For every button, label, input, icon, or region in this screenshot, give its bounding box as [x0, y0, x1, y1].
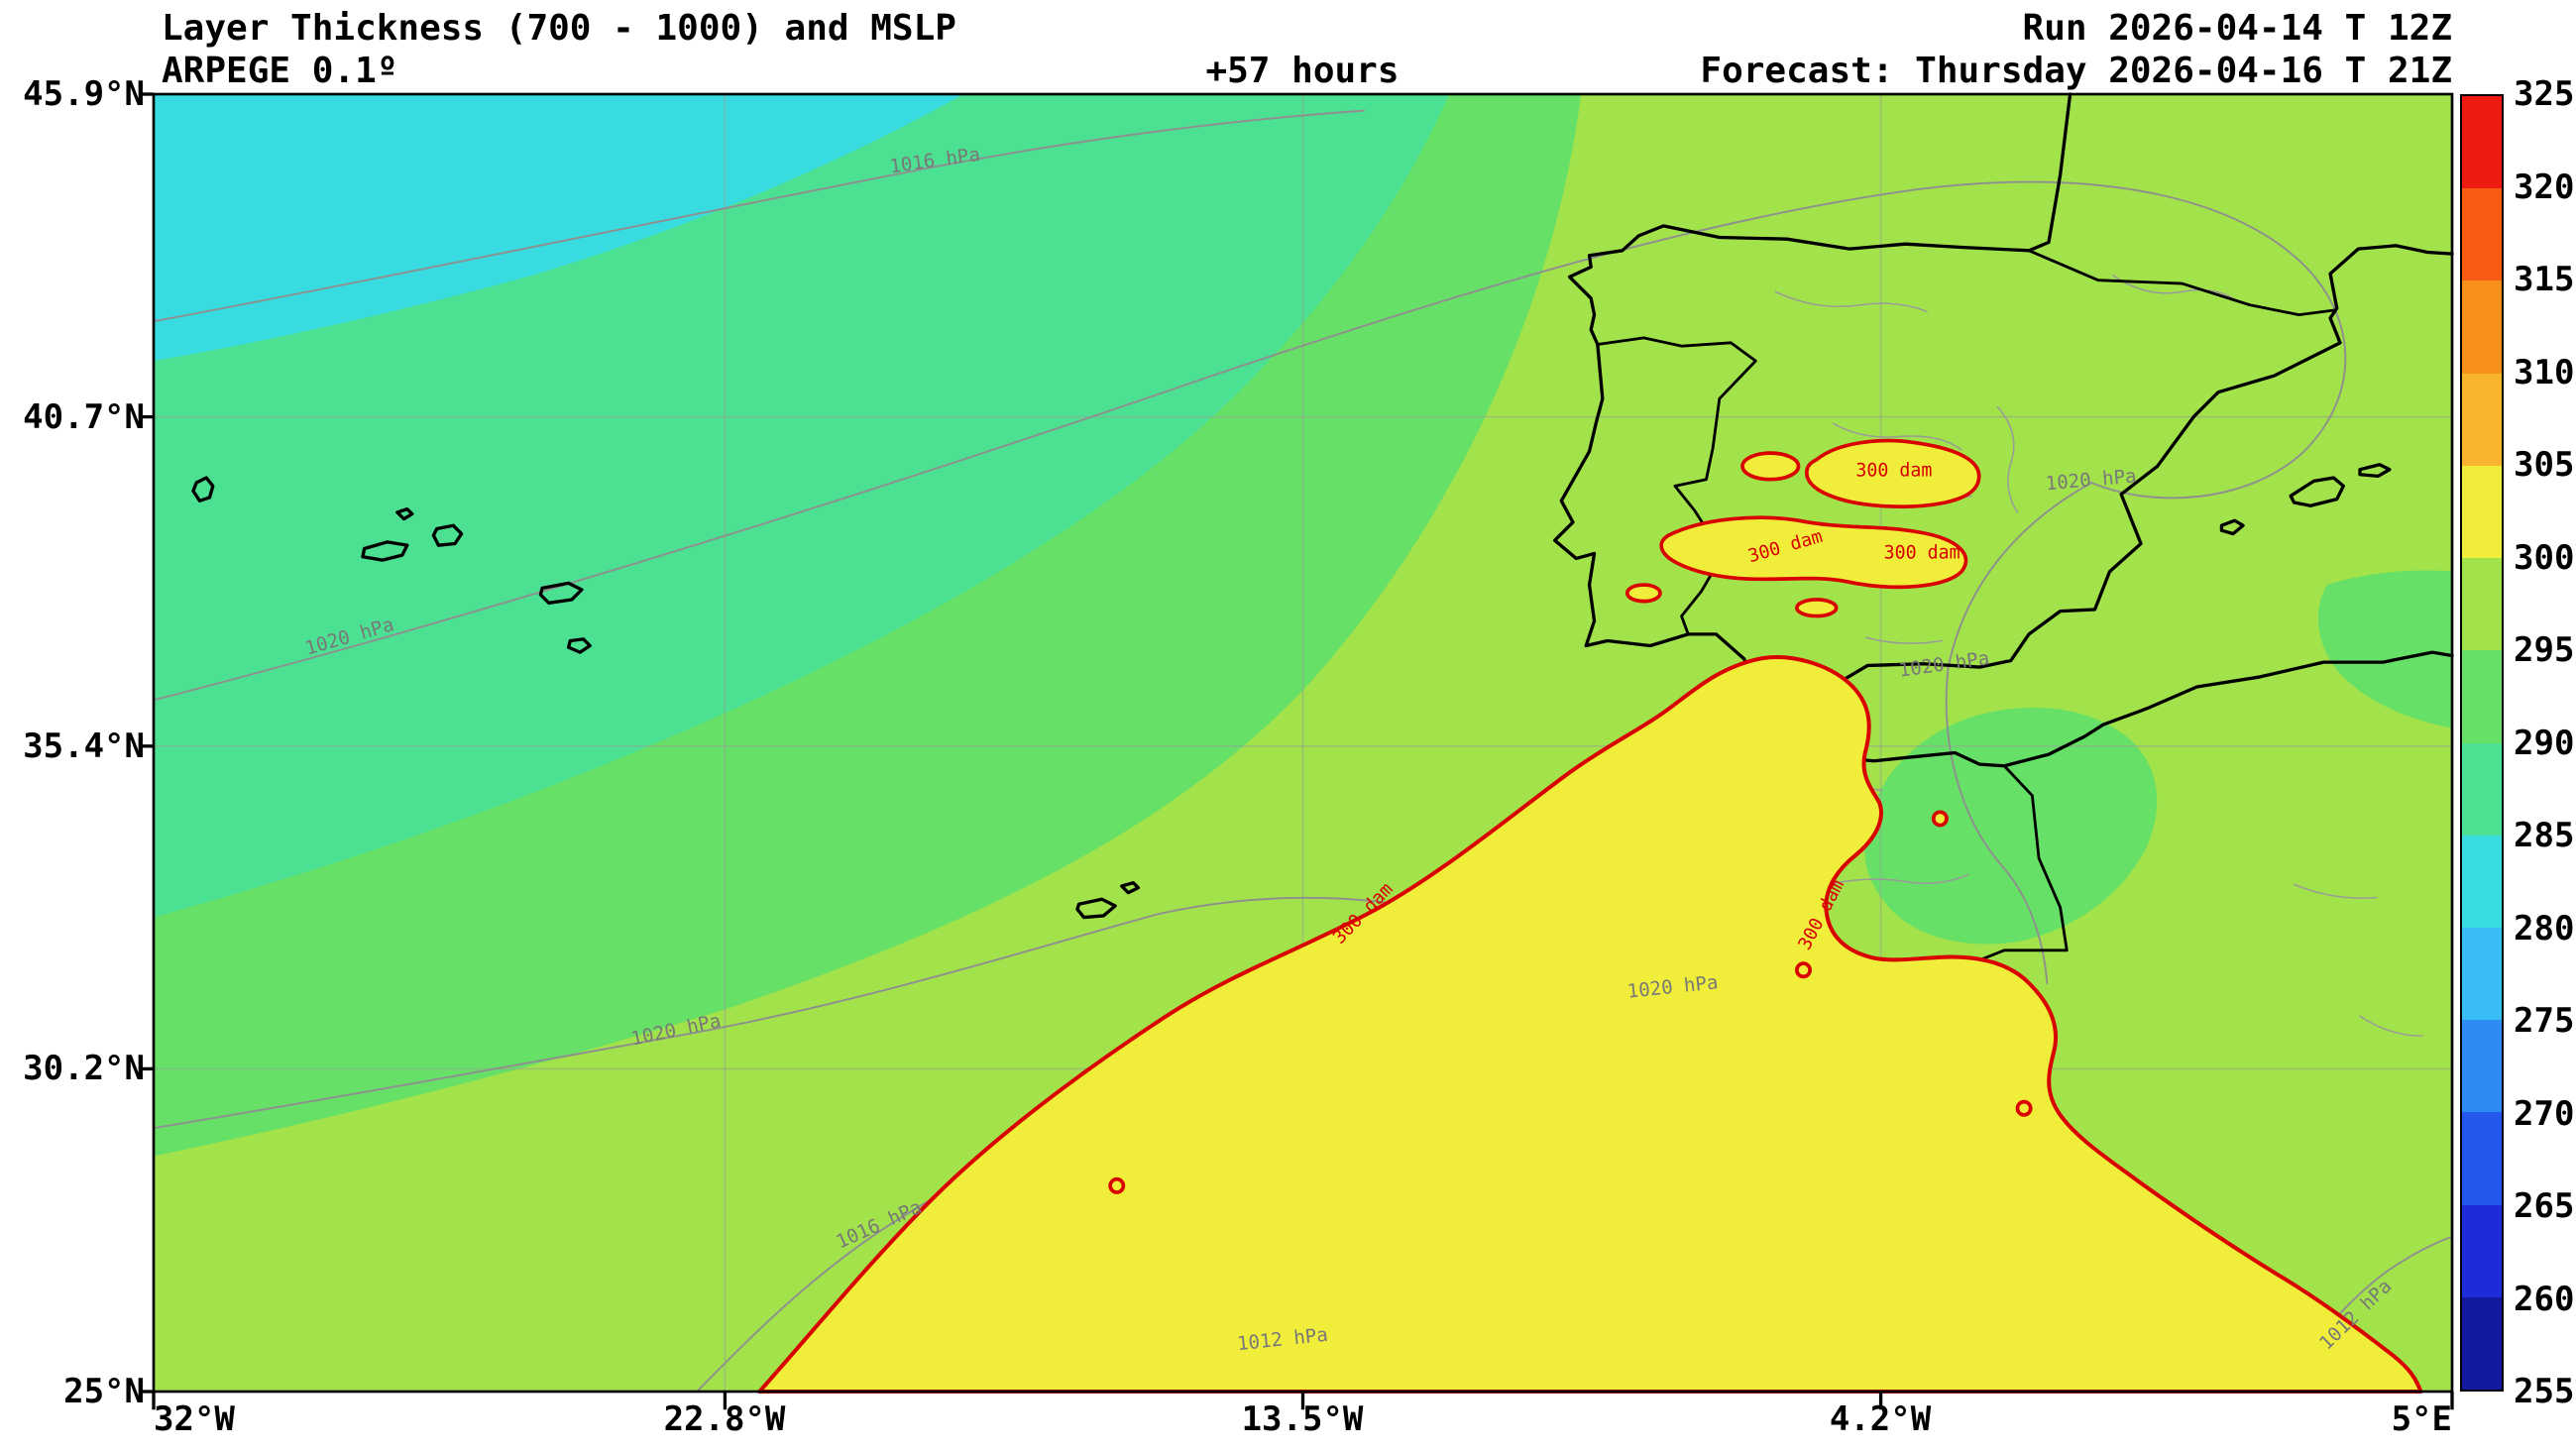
- run-label: Run 2026-04-14 T 12Z: [2022, 8, 2452, 49]
- lead-time-label: +57 hours: [1205, 51, 1400, 91]
- thickness-contour-label: 300 dam: [1884, 542, 1960, 563]
- thickness-contour-layer: [757, 438, 2423, 1394]
- thickness-300dam-closed-contour: [1740, 451, 1801, 482]
- colorbar-tick-label: 280: [2514, 908, 2575, 949]
- colorbar-segment: [2462, 1112, 2502, 1205]
- lat-tick-label: 45.9°N: [23, 74, 145, 114]
- terrain-contour: [2359, 1015, 2423, 1037]
- axis-ticks: [140, 92, 2454, 1410]
- thickness-contour-label: 300 dam: [1855, 460, 1932, 481]
- lat-tick-label: 30.2°N: [23, 1049, 145, 1088]
- colorbar-tick-label: 305: [2514, 445, 2575, 485]
- colorbar-tick-label: 310: [2514, 352, 2575, 392]
- colorbar-segment: [2462, 558, 2502, 651]
- terrain-contour: [2112, 274, 2239, 303]
- colorbar-segment: [2462, 927, 2502, 1021]
- thickness-300dam-dot: [2015, 1099, 2033, 1117]
- colorbar-segment: [2462, 373, 2502, 466]
- terrain-contour: [1996, 405, 2019, 513]
- border-france-spain: [2028, 249, 2337, 317]
- colorbar-segment: [2462, 835, 2502, 928]
- terrain-contour: [1774, 290, 1928, 313]
- colorbar-tick-label: 265: [2514, 1186, 2575, 1226]
- terrain-contour: [1864, 636, 1943, 644]
- colorbar-tick-label: 295: [2514, 630, 2575, 670]
- colorbar-tick-label: 255: [2514, 1372, 2575, 1411]
- border-portugal-spain: [1597, 336, 1757, 635]
- lat-tick-label: 25°N: [63, 1372, 145, 1411]
- model-label: ARPEGE 0.1º: [162, 51, 398, 91]
- balearic-islands: [2219, 463, 2392, 536]
- coastline-iberia-france: [1552, 92, 2454, 711]
- colorbar-segment: [2462, 188, 2502, 281]
- colorbar-segment: [2462, 1296, 2502, 1391]
- fill-green-pocket-alboran: [1864, 708, 2158, 945]
- colorbar-segment: [2462, 650, 2502, 743]
- thickness-300dam-dot: [1108, 1176, 1126, 1194]
- colorbar-tick-label: 270: [2514, 1093, 2575, 1134]
- lat-tick-label: 35.4°N: [23, 726, 145, 766]
- lon-tick-label: 5°E: [2391, 1399, 2452, 1439]
- colorbar-segment: [2462, 465, 2502, 559]
- fill-green-pocket-east: [2317, 570, 2452, 728]
- colorbar-segment: [2462, 1020, 2502, 1113]
- colorbar-segment: [2462, 742, 2502, 836]
- colorbar: [2460, 94, 2504, 1392]
- colorbar-tick-label: 325: [2514, 74, 2575, 114]
- colorbar-tick-label: 290: [2514, 723, 2575, 763]
- colorbar-tick-label: 300: [2514, 537, 2575, 578]
- colorbar-tick-label: 275: [2514, 1001, 2575, 1041]
- azores-islands: [191, 476, 592, 654]
- axes-layer: [140, 92, 2454, 1410]
- colorbar-segment: [2462, 280, 2502, 374]
- terrain-contour: [1832, 422, 1962, 451]
- lon-tick-label: 32°W: [154, 1399, 235, 1439]
- thickness-300dam-closed-contour: [1659, 515, 1968, 590]
- isobar-line-1020-north: [153, 180, 2347, 984]
- colorbar-tick-label: 260: [2514, 1279, 2575, 1319]
- terrain-contour: [2293, 883, 2378, 899]
- colorbar-labels: 325 320 315 310 305 300 295 290 285 280 275 270 265 2…: [2514, 74, 2576, 1411]
- thickness-300dam-closed-contour: [1624, 583, 1662, 604]
- fill-band-285-290: [154, 94, 1450, 918]
- colorbar-tick-label: 285: [2514, 816, 2575, 855]
- fill-band-280-285: [154, 94, 964, 362]
- colorbar-segment: [2462, 1204, 2502, 1297]
- colorbar-segment: [2462, 96, 2502, 189]
- colorbar-tick-label: 320: [2514, 167, 2575, 207]
- thickness-300dam-dot: [1931, 810, 1949, 828]
- lat-tick-label: 40.7°N: [23, 397, 145, 437]
- madeira-islands: [1075, 881, 1141, 920]
- isobar-line-1016: [153, 109, 1365, 323]
- forecast-label: Forecast: Thursday 2026-04-16 T 21Z: [1700, 51, 2452, 91]
- thickness-300dam-dot: [1795, 961, 1812, 979]
- chart-title: Layer Thickness (700 - 1000) and MSLP: [162, 8, 956, 49]
- thickness-300dam-closed-contour: [1795, 598, 1839, 618]
- thickness-300dam-closed-contour: [1804, 438, 1981, 508]
- colorbar-tick-label: 315: [2514, 260, 2575, 299]
